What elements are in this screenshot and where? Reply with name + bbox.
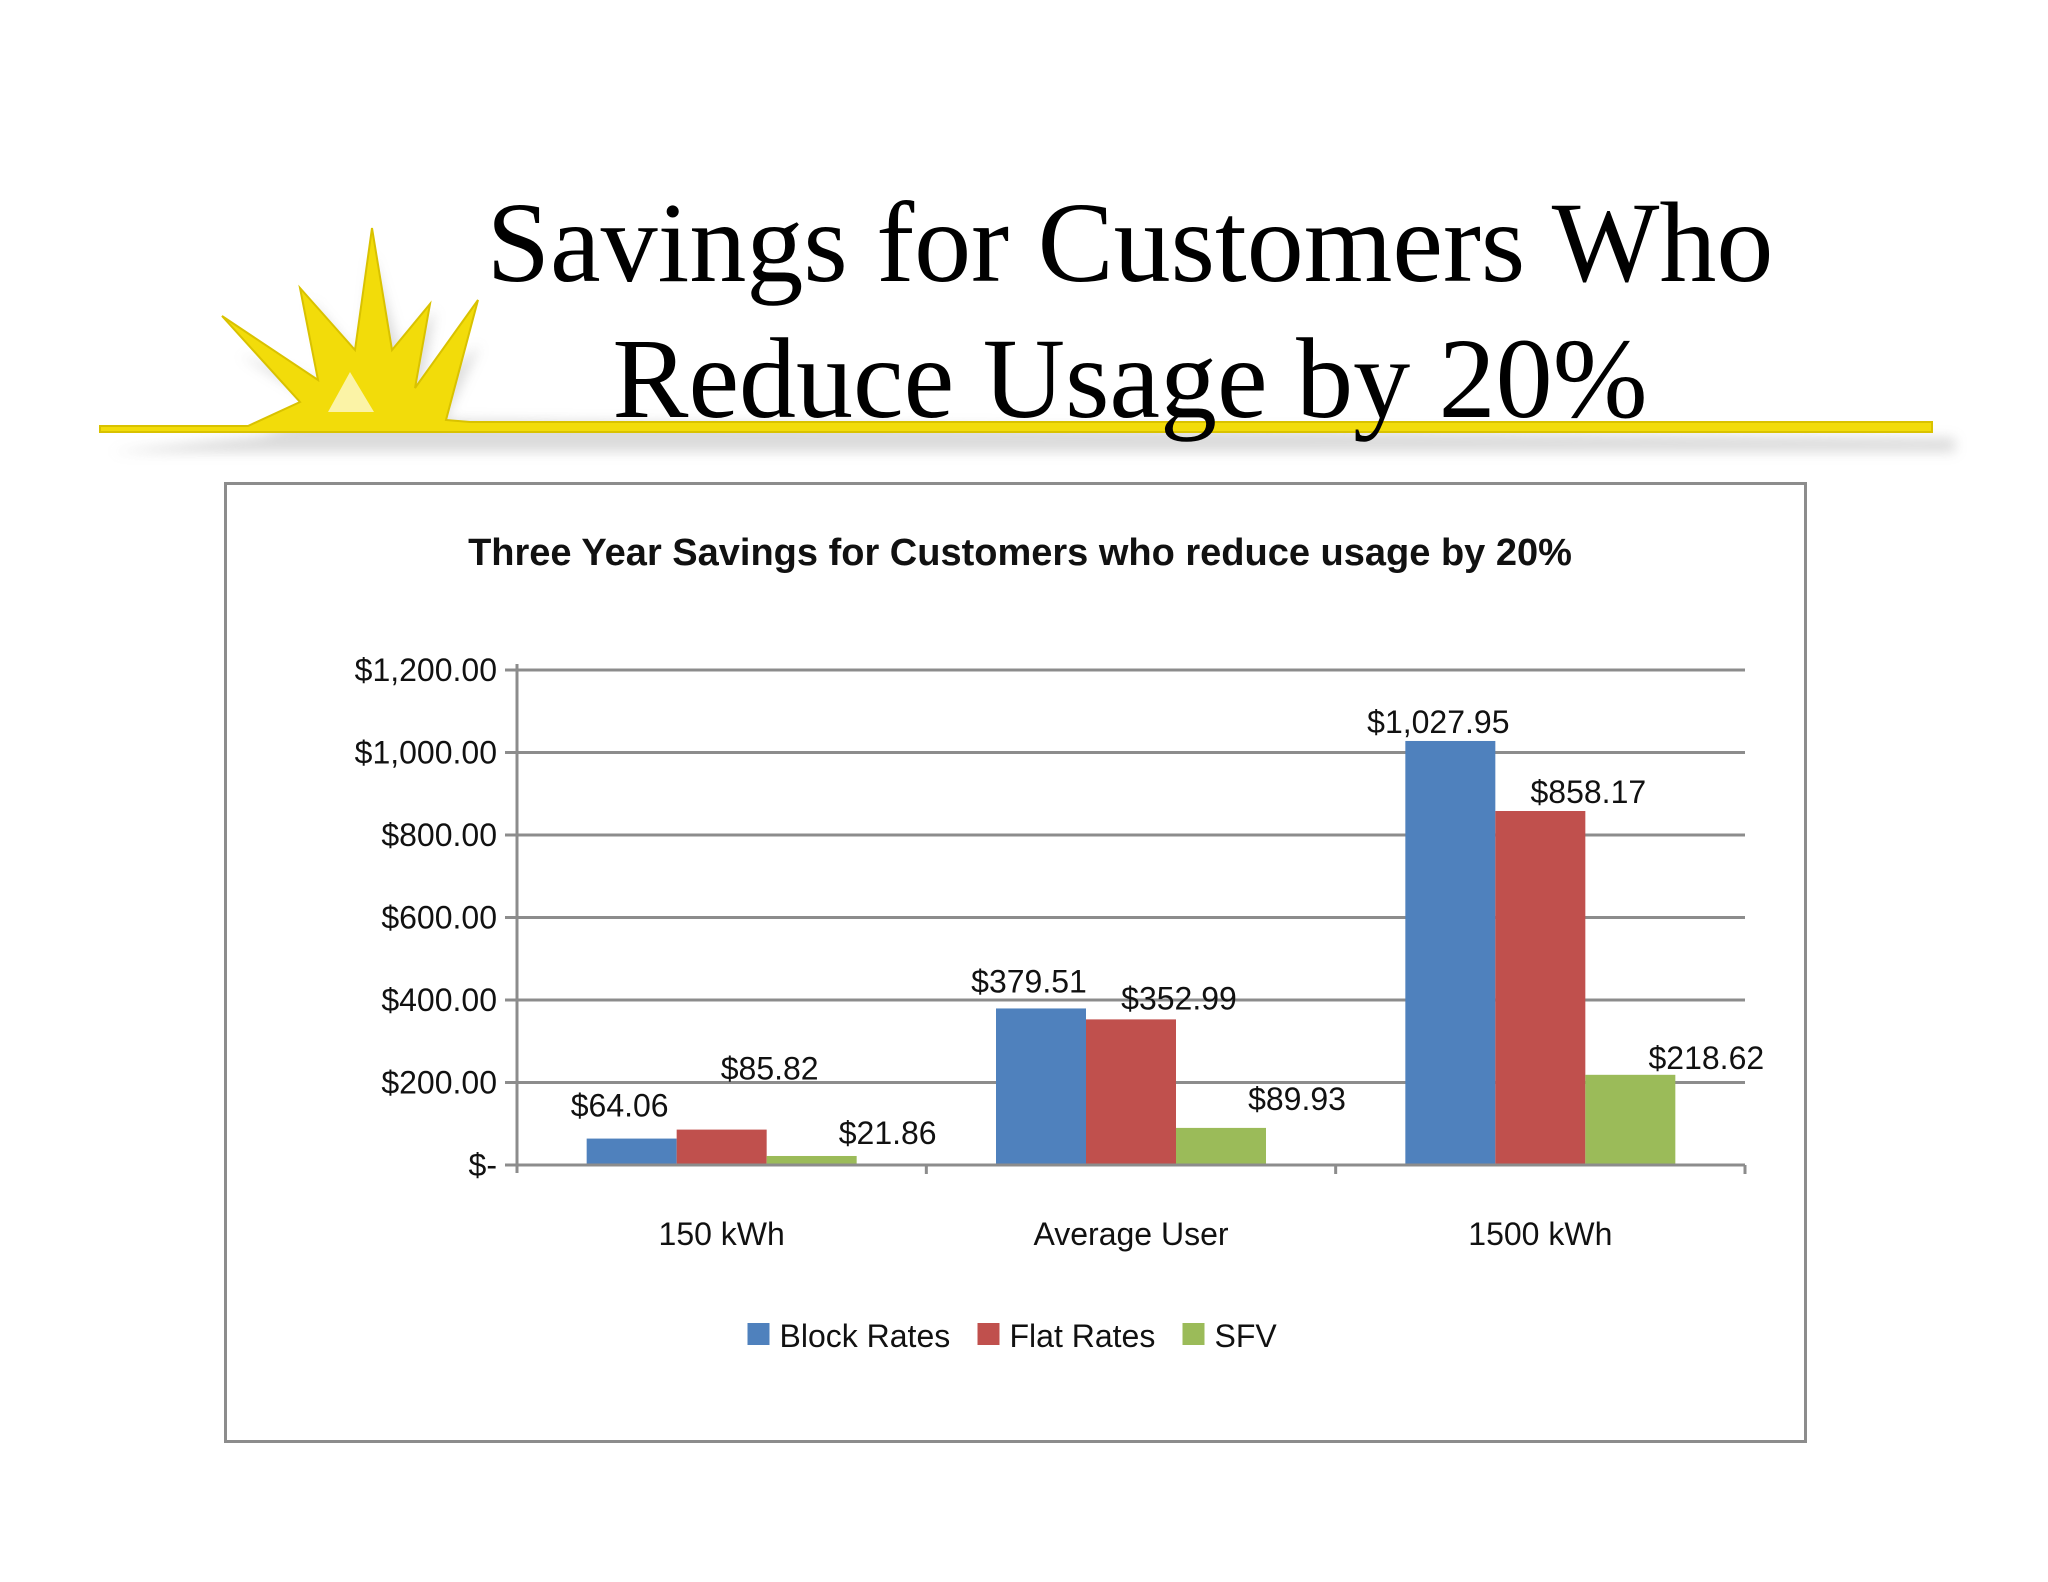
bars [586,740,1676,1165]
y-tick-label: $- [469,1147,497,1183]
x-tick-label: 150 kWh [659,1216,785,1252]
y-tick-label: $800.00 [381,817,497,853]
data-label: $1,027.95 [1367,704,1509,740]
x-tick-label: 1500 kWh [1468,1216,1612,1252]
y-tick-label: $600.00 [381,900,497,936]
bar [1176,1127,1266,1165]
data-label: $218.62 [1648,1040,1764,1076]
bar [1585,1074,1676,1165]
y-tick-label: $400.00 [381,982,497,1018]
slide-title-line1: Savings for Customers Who [486,179,1774,306]
bar-chart: Three Year Savings for Customers who red… [355,532,1765,1354]
chart-frame: Three Year Savings for Customers who red… [224,482,1807,1443]
bar [766,1155,857,1165]
data-label: $21.86 [839,1115,937,1151]
legend-label: SFV [1215,1318,1278,1354]
legend-label: Flat Rates [1010,1318,1156,1354]
axes: $- $200.00 $400.00 $600.00 $800.00 $1,000.00 $… [355,652,1747,1252]
gridlines [505,668,1745,1084]
bar [586,1138,677,1165]
y-tick-label: $1,000.00 [355,735,497,771]
bar [1405,740,1496,1165]
legend-item: Flat Rates [977,1318,1156,1354]
legend-swatch [977,1323,1000,1345]
data-label: $64.06 [571,1088,669,1124]
bar [1086,1019,1176,1165]
legend-item: SFV [1182,1318,1278,1354]
slide-title: Savings for Customers Who Reduce Usage b… [440,175,1820,447]
x-tick-label: Average User [1033,1216,1228,1252]
data-label: $858.17 [1530,774,1646,810]
legend: Block Rates Flat Rates SFV [747,1318,1278,1354]
slide-title-line2: Reduce Usage by 20% [612,315,1648,442]
legend-swatch [747,1323,770,1345]
starburst-shape [99,227,1933,433]
legend-swatch [1182,1323,1205,1345]
bar [1495,811,1586,1165]
data-label: $352.99 [1121,980,1237,1016]
y-tick-label: $200.00 [381,1065,497,1101]
legend-item: Block Rates [747,1318,951,1354]
bar [676,1129,767,1165]
data-labels: $64.06 $85.82 $21.86 $379.51 $352.99 $89.93 $1… [571,704,1764,1151]
data-label: $89.93 [1248,1081,1346,1117]
bar [996,1008,1086,1165]
chart-title: Three Year Savings for Customers who red… [468,532,1572,574]
legend-label: Block Rates [780,1318,951,1354]
y-tick-label: $1,200.00 [355,652,497,688]
starburst-accent-icon [99,227,1955,452]
data-label: $85.82 [721,1051,819,1087]
data-label: $379.51 [971,963,1087,999]
